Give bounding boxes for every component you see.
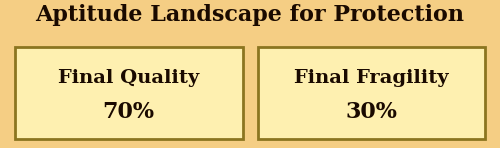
Text: 30%: 30% <box>346 102 397 123</box>
FancyBboxPatch shape <box>15 47 242 139</box>
Text: Final Fragility: Final Fragility <box>294 69 448 87</box>
Text: Final Quality: Final Quality <box>58 69 200 87</box>
FancyBboxPatch shape <box>258 47 485 139</box>
Text: Aptitude Landscape for Protection: Aptitude Landscape for Protection <box>36 4 465 26</box>
Text: 70%: 70% <box>103 102 155 123</box>
